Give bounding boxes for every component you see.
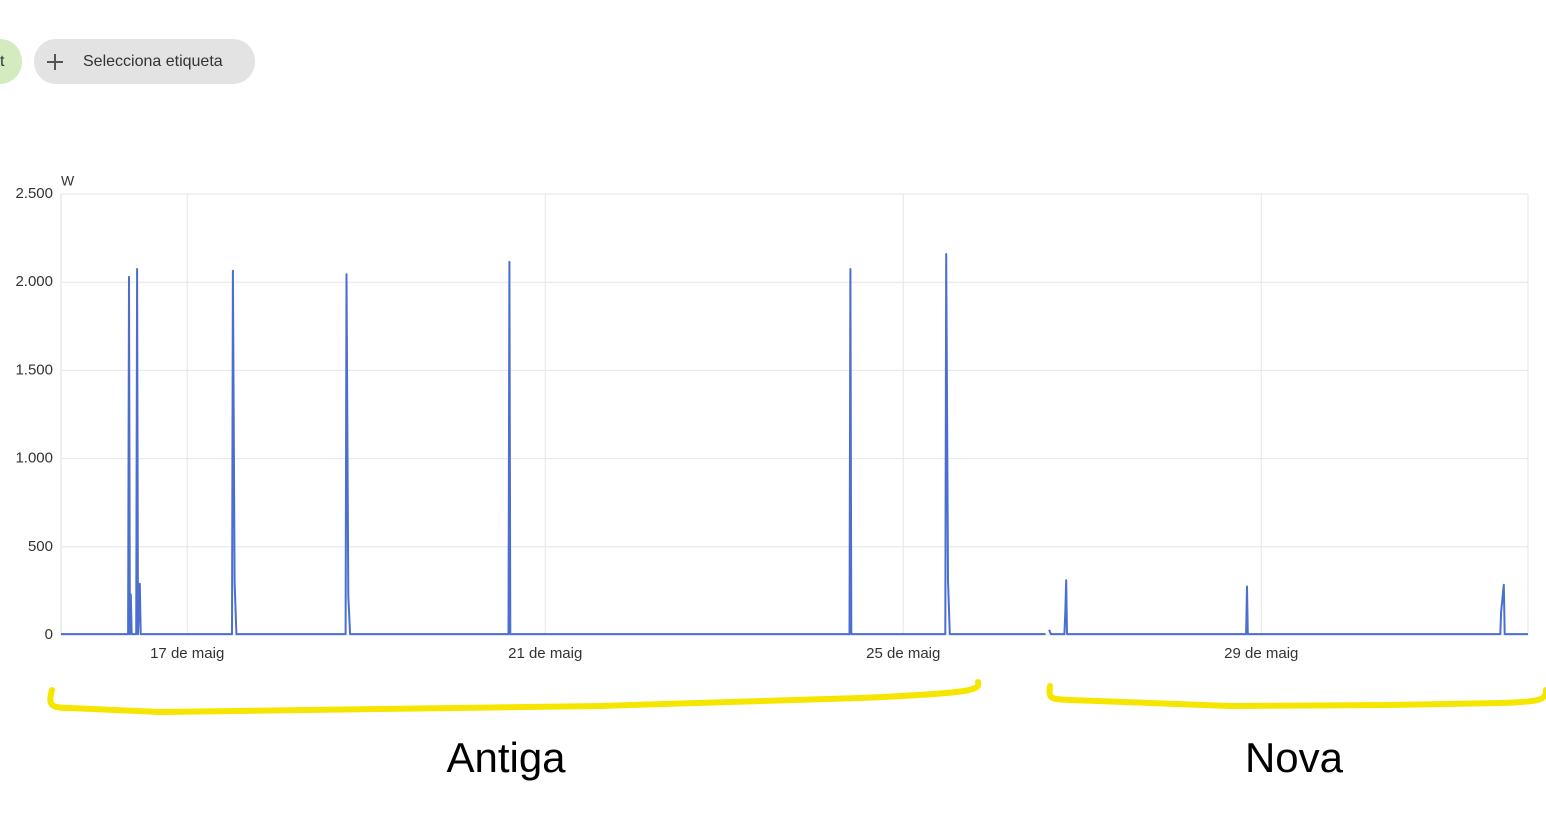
- y-tick-label: 0: [45, 626, 53, 643]
- y-tick-label: 2.500: [15, 185, 53, 202]
- line-series: [61, 253, 1528, 636]
- chip-add-label-text: Selecciona etiqueta: [83, 53, 223, 70]
- bracket-nova: [1046, 683, 1546, 710]
- chip-partial[interactable]: [0, 39, 22, 84]
- x-tick-label: 29 de maig: [1224, 645, 1298, 662]
- annotation: Nova: [1245, 734, 1344, 781]
- x-tick-label: 17 de maig: [150, 645, 224, 662]
- chip-add-label[interactable]: [34, 39, 255, 84]
- y-tick-label: 500: [28, 538, 53, 555]
- y-tick-label: 2.000: [15, 273, 53, 290]
- annotation: Antiga: [446, 734, 566, 781]
- x-tick-label: 25 de maig: [866, 645, 940, 662]
- x-tick-label: 21 de maig: [508, 645, 582, 662]
- y-tick-label: 1.500: [15, 361, 53, 378]
- chip-partial-label: t: [0, 53, 5, 70]
- y-unit: W: [61, 173, 75, 189]
- y-tick-label: 1.000: [15, 450, 53, 467]
- plus-icon: [47, 54, 63, 70]
- bracket-antiga: [47, 679, 982, 716]
